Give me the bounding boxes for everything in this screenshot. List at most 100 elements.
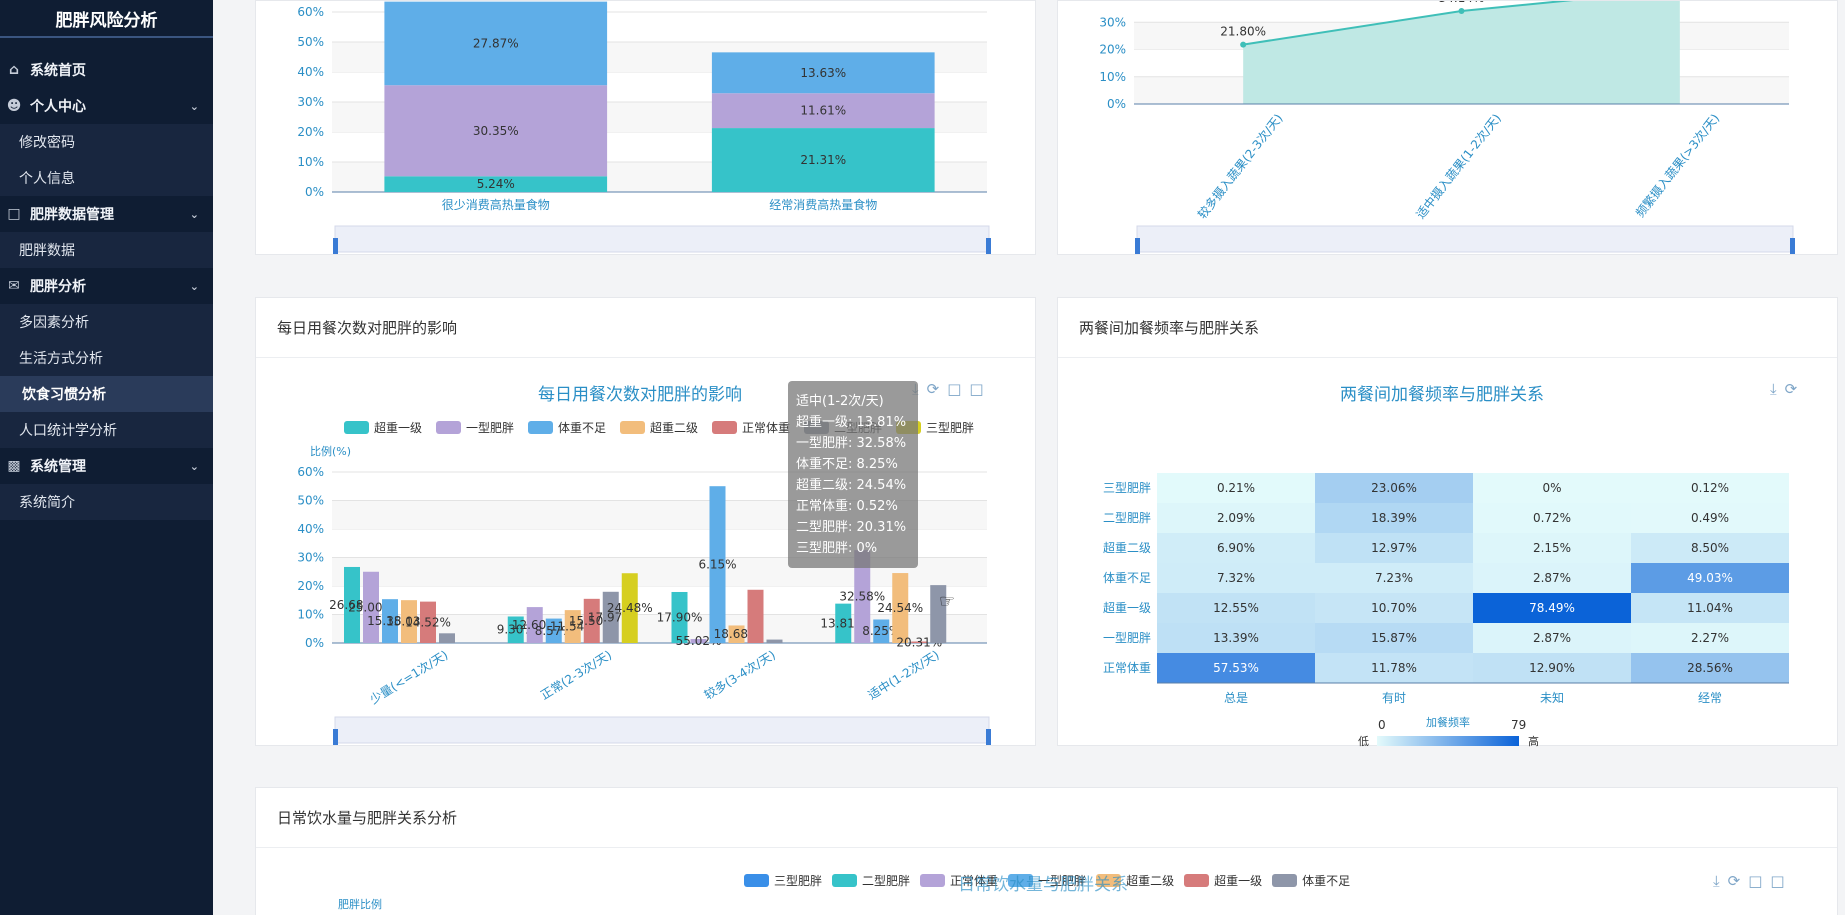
legend-item[interactable]: 二型肥胖	[832, 872, 910, 889]
heatmap-cell	[1631, 623, 1789, 653]
chart-vegetables: 0% 10% 20% 30% 40% 21.80% 34.14% 较多摄入蔬果(2-3次/天)…	[1099, 0, 1795, 254]
heatmap-cell-label: 13.39%	[1213, 631, 1259, 645]
legend-swatch	[1008, 874, 1034, 887]
zoom-icon[interactable]: □	[947, 380, 962, 398]
hand-cursor-icon: ☞	[939, 591, 956, 612]
legend-item[interactable]: 体重不足	[1272, 872, 1350, 889]
heatmap-cell	[1473, 473, 1631, 503]
heatmap-cell	[1631, 533, 1789, 563]
datazoom-handle-left	[333, 238, 338, 254]
bar-value-label: 14.52%	[405, 615, 451, 629]
x-tick-label: 较多摄入蔬果(2-3次/天)	[1194, 111, 1285, 222]
nav-item-change-password[interactable]: 修改密码	[19, 135, 75, 151]
download-icon[interactable]: ⤓	[1713, 872, 1720, 890]
legend-swatch	[1096, 874, 1122, 887]
bar	[401, 600, 417, 643]
heatmap-cell	[1157, 473, 1315, 503]
bar-value-label: 8.57%	[535, 624, 573, 638]
heatmap-cell-label: 12.90%	[1529, 661, 1575, 675]
legend-item[interactable]: 三型肥胖	[744, 872, 822, 889]
nav-analysis[interactable]: ✉ 肥胖分析 ⌄	[0, 268, 213, 304]
y-tick-label: 20%	[297, 125, 324, 139]
tooltip-row: 二型肥胖: 20.31%	[796, 520, 907, 535]
nav-item-demographics[interactable]: 人口统计学分析	[19, 423, 117, 439]
heatmap-cell	[1631, 593, 1789, 623]
chart-snack-toolbox: ⤓ ⟳	[1770, 380, 1797, 398]
bar-value-label: 8.25%	[862, 624, 900, 638]
y-tick-label: 10%	[297, 155, 324, 169]
heatmap-cell-label: 12.97%	[1371, 541, 1417, 555]
refresh-icon[interactable]: ⟳	[1727, 872, 1741, 890]
heatmap-cell-label: 11.04%	[1687, 601, 1733, 615]
heatmap-cell-label: 0.12%	[1691, 481, 1729, 495]
heatmap-cell-label: 11.78%	[1371, 661, 1417, 675]
heatmap-cell	[1631, 563, 1789, 593]
nav-home-label: 系统首页	[30, 63, 86, 79]
x-tick-label: 很少消费高热量食物	[442, 197, 550, 212]
legend-swatch	[528, 421, 553, 434]
chart-meals: 超重一级一型肥胖体重不足超重二级正常体重二型肥胖三型肥胖比例(%)0%10%20…	[297, 420, 991, 745]
bar-value-label: 6.15%	[698, 558, 736, 572]
nav-item-system-intro[interactable]: 系统简介	[19, 495, 75, 511]
nav-item-obesity-data[interactable]: 肥胖数据	[19, 243, 75, 259]
y-tick-label: 30%	[297, 95, 324, 109]
heatmap-cell-label: 2.27%	[1691, 631, 1729, 645]
card-high-calorie: 0% 10% 20% 30% 40% 50% 60% 5.24% 30.35% 27.87% 很少消…	[255, 0, 1036, 255]
nav-home[interactable]: ⌂ 系统首页	[0, 52, 213, 88]
chart-high-calorie: 0% 10% 20% 30% 40% 50% 60% 5.24% 30.35% 27.87% 很少消…	[297, 1, 991, 254]
bar	[382, 599, 398, 643]
database-icon: □	[7, 206, 21, 222]
stacked-bar	[711, 93, 935, 129]
bar	[621, 573, 638, 643]
heatmap-cell-label: 57.53%	[1213, 661, 1259, 675]
bar	[564, 610, 581, 643]
nav-item-profile[interactable]: 个人信息	[19, 171, 75, 187]
point-value-label: 21.80%	[1220, 25, 1266, 39]
bar-value-label: 21.31%	[800, 153, 846, 167]
line-point	[1240, 41, 1247, 48]
bar	[709, 486, 726, 643]
x-tick-label: 适中摄入蔬果(1-2次/天)	[1413, 111, 1504, 222]
bar	[930, 585, 947, 643]
heatmap-cell	[1473, 563, 1631, 593]
x-tick-label: 总是	[1224, 691, 1248, 705]
download-icon[interactable]: ⤓	[1770, 380, 1777, 398]
heatmap-cell	[1157, 593, 1315, 623]
visualmap-low: 低	[1358, 735, 1369, 747]
legend-item[interactable]: 超重一级	[1184, 872, 1262, 889]
nav-item-diet[interactable]: 饮食习惯分析	[0, 376, 213, 412]
y-tick-label: 二型肥胖	[1103, 511, 1151, 525]
chart-snack-title: 两餐间加餐频率与肥胖关系	[1340, 385, 1544, 405]
heatmap-cell-label: 18.39%	[1371, 511, 1417, 525]
legend-item[interactable]: 正常体重	[920, 872, 998, 889]
heatmap-cell	[1157, 533, 1315, 563]
spacer	[0, 38, 213, 52]
nav-data-mgmt[interactable]: □ 肥胖数据管理 ⌄	[0, 196, 213, 232]
nav-personal[interactable]: ☻ 个人中心 ⌄	[0, 88, 213, 124]
nav-analysis-sub: 多因素分析 生活方式分析 饮食习惯分析 人口统计学分析	[0, 304, 213, 448]
bar	[420, 601, 436, 643]
nav-item-lifestyle[interactable]: 生活方式分析	[19, 351, 103, 367]
legend-item[interactable]: 一型肥胖	[1008, 872, 1086, 889]
y-tick-label: 0%	[305, 185, 324, 199]
heatmap-cell	[1473, 653, 1631, 683]
chart-meals-toolbox: ⤓ ⟳ □ □	[912, 380, 984, 398]
legend-label: 一型肥胖	[1038, 874, 1087, 888]
zoom-reset-icon[interactable]: □	[969, 380, 984, 398]
heatmap-cell	[1315, 533, 1473, 563]
nav-system[interactable]: ▩ 系统管理 ⌄	[0, 448, 213, 484]
x-tick-label: 适中(1-2次/天)	[865, 647, 942, 703]
chart-snack: 三型肥胖 0.21% 23.06% 0% 0.12% 二型肥胖 2.09% 18.39% 0.7…	[1103, 473, 1789, 747]
legend-label: 体重不足	[1302, 874, 1351, 888]
refresh-icon[interactable]: ⟳	[1784, 380, 1798, 398]
legend-label: 一型肥胖	[466, 421, 514, 435]
legend-item[interactable]: 超重二级	[1096, 872, 1174, 889]
legend-swatch	[1184, 874, 1210, 887]
heatmap-cell	[1473, 623, 1631, 653]
zoom-reset-icon[interactable]: □	[1770, 872, 1785, 890]
settings-icon: ▩	[7, 458, 21, 474]
zoom-icon[interactable]: □	[1748, 872, 1763, 890]
refresh-icon[interactable]: ⟳	[926, 380, 940, 398]
legend-swatch	[832, 874, 858, 887]
nav-item-multifactor[interactable]: 多因素分析	[19, 315, 89, 331]
